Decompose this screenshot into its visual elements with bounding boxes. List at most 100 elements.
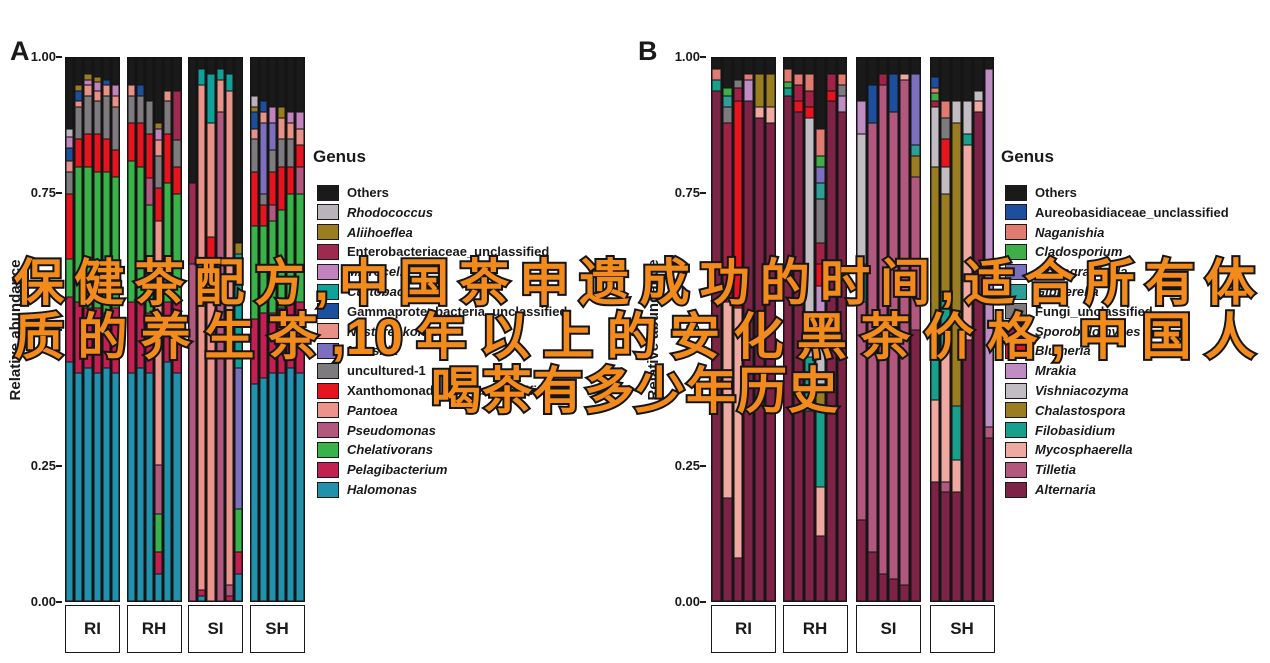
bar-segment [930,77,940,88]
bar-segment [930,166,940,335]
legend-label: Mycosphaerella [1035,442,1133,458]
bar-segment [155,139,163,156]
bar-segment [805,410,814,601]
legend-label: Others [347,185,389,200]
bar-segment [794,101,804,113]
bar-segment [278,372,286,601]
bar-segment [973,112,983,601]
bar-segment [268,372,276,601]
bar-segment [837,74,847,86]
stacked-bar [721,57,733,602]
bar-segment [911,144,920,156]
stacked-bar [215,57,225,602]
legend-item: Alternaria [1005,481,1096,498]
bar-segment [225,595,233,601]
legend-swatch [1005,342,1027,359]
legend-swatch [317,422,339,439]
facet-si [856,57,921,602]
stacked-bar [224,57,234,602]
bar-segment [189,58,197,183]
legend-item: Tilletia [1005,461,1076,478]
stacked-bar [277,57,287,602]
bar-segment [278,139,286,167]
group-label-box: RI [711,605,776,653]
bar-segment [941,481,951,493]
bar-segment [66,147,74,162]
bar-segment [952,459,961,493]
bar-segment [911,177,920,330]
stacked-bar [126,57,136,602]
bar-segment [250,58,258,97]
legend-swatch [317,402,339,419]
legend-swatch [317,323,339,340]
bar-segment [984,438,994,601]
bar-segment [250,318,258,384]
bar-segment [857,101,866,135]
y-tick-mark [700,601,706,603]
bar-segment [837,58,847,75]
bar-segment [127,161,135,303]
bar-segment [805,117,814,357]
bar-segment [911,329,920,601]
bar-segment [911,58,920,75]
legend-item: Blumeria [1005,342,1091,359]
legend-item: uncultured-1 [317,362,426,379]
stacked-bar [910,57,921,602]
legend-label: Pantoea [347,402,398,418]
facet-sh [929,57,995,602]
legend-swatch [1005,303,1027,320]
bar-segment [815,155,825,167]
bar-segment [815,182,825,200]
bar-segment [722,96,732,107]
legend-item: Mrakia [1005,362,1076,379]
bar-segment [278,166,286,211]
legend-item: Pseudomonas [317,422,436,439]
stacked-bar [110,57,121,602]
bar-segment [805,74,814,91]
legend-swatch [1005,224,1027,241]
stacked-bar [754,57,766,602]
legend-item: Sporobolomyces [1005,323,1140,340]
legend-swatch [1005,323,1027,340]
bar-segment [155,123,163,129]
bar-segment [930,400,940,482]
bar-segment [145,101,153,135]
group-label-box: SH [929,605,995,653]
bar-segment [794,58,804,75]
bar-segment [744,101,754,601]
y-tick-label: 0.50 [674,321,700,337]
y-tick-label: 0.75 [674,185,700,201]
stacked-bar [899,57,911,602]
legend-item: Chalastospora [1005,402,1125,419]
bar-segment [712,90,721,601]
legend-item: Enterobacteriaceae_unclassified [317,243,549,260]
stacked-bar [793,57,805,602]
y-tick-label: 0.00 [674,594,700,609]
bar-segment [744,58,754,75]
bar-segment [867,123,877,553]
stacked-bar [101,57,111,602]
bar-segment [173,302,181,373]
bar-segment [93,101,101,135]
bar-segment [815,535,825,601]
legend-label: Aliihoeflea [347,224,413,240]
legend-swatch [1005,362,1027,379]
y-tick-mark [56,192,62,195]
bar-segment [815,264,825,287]
y-tick-mark [56,56,62,58]
legend-label: Curtobacterium [347,284,444,299]
bar-segment [815,286,825,319]
legend-swatch [317,283,339,300]
bar-segment [66,128,74,137]
y-tick-mark [56,464,62,467]
bar-segment [722,58,732,88]
stacked-bar [154,57,164,602]
bar-segment [102,313,110,368]
bar-segment [102,79,110,86]
legend-swatch [1005,184,1027,201]
bar-segment [259,58,267,102]
bar-segment [722,123,732,303]
group-label-box: SI [188,605,243,653]
bar-segment [207,275,215,601]
bar-segment [941,193,951,292]
